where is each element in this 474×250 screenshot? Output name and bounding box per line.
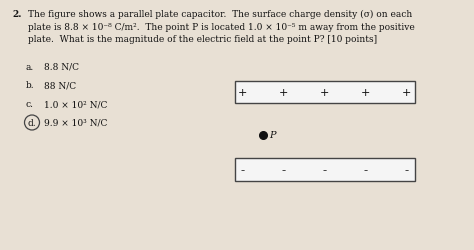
- Text: +: +: [320, 88, 329, 98]
- Text: c.: c.: [26, 100, 34, 108]
- Text: P: P: [269, 130, 275, 140]
- Text: d.: d.: [27, 118, 36, 128]
- Text: 8.8 N/C: 8.8 N/C: [44, 63, 79, 72]
- Text: plate is 8.8 × 10⁻⁸ C/m².  The point P is located 1.0 × 10⁻⁵ m away from the pos: plate is 8.8 × 10⁻⁸ C/m². The point P is…: [28, 22, 415, 31]
- Text: plate.  What is the magnitude of the electric field at the point P? [10 points]: plate. What is the magnitude of the elec…: [28, 35, 377, 44]
- Text: 9.9 × 10³ N/C: 9.9 × 10³ N/C: [44, 118, 108, 127]
- Text: -: -: [282, 164, 286, 176]
- Text: a.: a.: [26, 63, 34, 72]
- Text: 2.: 2.: [12, 10, 21, 19]
- Text: 88 N/C: 88 N/C: [44, 81, 76, 90]
- Text: +: +: [238, 88, 247, 98]
- Text: -: -: [323, 164, 327, 176]
- Text: -: -: [241, 164, 245, 176]
- Text: +: +: [402, 88, 411, 98]
- Text: +: +: [279, 88, 288, 98]
- Text: -: -: [405, 164, 409, 176]
- Text: +: +: [361, 88, 370, 98]
- Text: b.: b.: [26, 81, 35, 90]
- FancyBboxPatch shape: [235, 159, 415, 181]
- FancyBboxPatch shape: [235, 81, 415, 104]
- Text: 1.0 × 10² N/C: 1.0 × 10² N/C: [44, 100, 108, 108]
- Text: -: -: [364, 164, 368, 176]
- Text: The figure shows a parallel plate capacitor.  The surface charge density (σ) on : The figure shows a parallel plate capaci…: [28, 10, 412, 19]
